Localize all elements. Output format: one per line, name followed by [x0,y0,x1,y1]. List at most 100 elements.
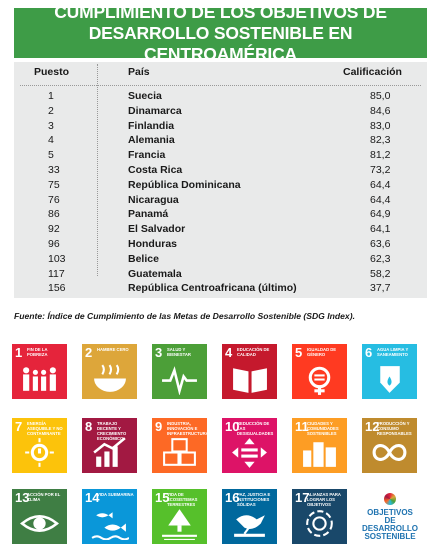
table-row: 1 Suecia 85,0 [14,89,427,104]
cell-score: 64,9 [370,208,391,221]
cell-country: República Centroafricana (último) [128,282,297,295]
table-row: 96 Honduras 63,6 [14,237,427,252]
sdg-tile-16: 16 Paz, justicia e instituciones sólidas [222,489,277,544]
sdg-label: Agua limpia y saneamiento [377,347,409,357]
title-line-2: DESARROLLO SOSTENIBLE EN CENTROAMÉRICA [88,22,353,64]
cell-country: Suecia [128,90,162,102]
header-country: País [128,66,150,78]
cell-score: 84,6 [370,104,391,117]
sdg-tile-5: 5 Igualdad de género [292,344,347,399]
growth-chart-icon [93,437,126,467]
book-icon [233,368,267,393]
cell-score: 81,2 [370,149,391,162]
equality-icon [232,438,267,468]
sdg-number: 16 [225,490,240,505]
sdg-logo-line-3: SOSTENIBLE [364,532,416,541]
dove-icon [234,515,265,537]
sdg-label: Acción por el clima [27,492,61,502]
cell-score: 63,6 [370,238,391,250]
cell-rank: 2 [48,104,54,117]
cell-country: Honduras [128,238,178,250]
sdg-number: 13 [15,490,30,505]
cell-rank: 92 [48,223,60,236]
sdg-label: Ciudades y comunidades sostenibles [307,421,339,436]
sdg-number: 1 [15,345,23,360]
cell-country: Costa Rica [128,164,183,176]
table-row: 2 Dinamarca 84,6 [14,104,427,119]
sdg-number: 17 [295,490,310,505]
sdg-tile-3: 3 Salud y bienestar [152,344,207,399]
cell-score: 37,7 [370,282,391,295]
water-drop-icon [380,366,400,393]
sdg-tile-9: 9 Industria, innovación e infraestructura [152,418,207,473]
cell-country: El Salvador [128,223,186,236]
header-divider [20,85,421,86]
sdg-icon-grid: 1 Fin de la pobreza 2 Hambre cero 3 Salud y b… [12,344,430,550]
sdg-wheel-icon [384,493,396,505]
sdg-label: Trabajo decente y crecimiento económico [97,421,127,441]
sdg-number: 9 [155,419,163,434]
cell-score: 85,0 [370,90,391,102]
sdg-label: Energía asequible y no contaminante [27,421,63,436]
cell-score: 58,2 [370,267,391,280]
sdg-tile-7: 7 Energía asequible y no contaminante [12,418,67,473]
title-line-1: CUMPLIMIENTO DE LOS OBJETIVOS DE [54,1,387,22]
sdg-number: 3 [155,345,163,360]
sdg-label: Educación de calidad [237,347,270,357]
sdg-label: Producción y consumo responsables [377,421,412,436]
cell-country: Nicaragua [128,193,179,206]
cell-rank: 75 [48,178,60,191]
cell-score: 64,4 [370,178,391,191]
table-row: 103 Belice 62,3 [14,252,427,267]
sdg-number: 6 [365,345,373,360]
cell-country: Alemania [128,134,175,147]
table-row: 5 Francia 81,2 [14,148,427,163]
table-row: 156 República Centroafricana (último) 37,7 [14,281,427,296]
cell-score: 62,3 [370,252,391,265]
cubes-icon [163,438,196,466]
infinity-icon [372,444,407,461]
cell-rank: 33 [48,164,60,176]
sdg-label: Reducción de las desigualdades [237,421,274,436]
fish-icon [91,512,129,540]
tree-icon [162,509,197,540]
sdg-tile-10: 10 Reducción de las desigualdades [222,418,277,473]
header-score: Calificación [343,66,402,78]
gender-icon [308,366,331,395]
city-icon [303,442,336,467]
sdg-tile-8: 8 Trabajo decente y crecimiento económico [82,418,137,473]
cell-country: Panamá [128,208,169,221]
sdg-label: Salud y bienestar [167,347,191,357]
cell-rank: 156 [48,282,66,295]
sdg-label: Vida submarina [97,492,134,497]
sdg-number: 2 [85,345,93,360]
cell-country: Finlandia [128,119,175,132]
table-row: 92 El Salvador 64,1 [14,222,427,237]
source-note: Fuente: Índice de Cumplimiento de las Me… [14,311,355,321]
sdg-label: Vida de ecosistemas terrestres [167,492,198,507]
cell-rank: 86 [48,208,60,221]
table-row: 76 Nicaragua 64,4 [14,193,427,208]
sdg-number: 7 [15,419,23,434]
cell-rank: 1 [48,90,54,102]
sdg-tile-4: 4 Educación de calidad [222,344,277,399]
sdg-number: 14 [85,490,100,505]
cell-country: Dinamarca [128,104,182,117]
sdg-tile-2: 2 Hambre cero [82,344,137,399]
sdg-tile-17: 17 Alianzas para lograr los objetivos [292,489,347,544]
cell-rank: 103 [48,252,66,265]
cell-country: Belice [128,252,159,265]
sdg-logo-text: OBJETIVOS DE DESARROLLO SOSTENIBLE [360,509,420,541]
cell-rank: 76 [48,193,60,206]
sdg-logo-line-2: DE DESARROLLO [362,516,418,533]
cell-country: República Dominicana [128,178,241,191]
sdg-label: Paz, justicia e instituciones sólidas [237,492,271,507]
sdg-label: Alianzas para lograr los objetivos [307,492,341,507]
sdg-logo: OBJETIVOS DE DESARROLLO SOSTENIBLE [360,489,420,544]
sdg-tile-12: 12 Producción y consumo responsables [362,418,417,473]
table-row: 33 Costa Rica 73,2 [14,163,427,178]
cell-country: Francia [128,149,166,162]
table-header: Puesto País Calificación [14,62,427,82]
sdg-number: 8 [85,419,93,434]
table-row: 4 Alemania 82,3 [14,133,427,148]
